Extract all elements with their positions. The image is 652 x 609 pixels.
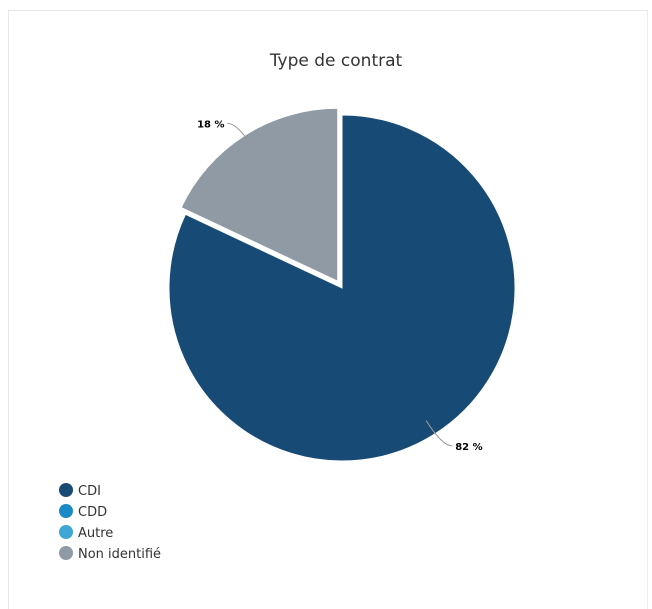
legend-label: CDI	[78, 484, 101, 499]
legend-marker	[59, 546, 73, 560]
legend-marker	[59, 504, 73, 518]
legend-item-cdd[interactable]: CDD	[59, 504, 107, 520]
legend[interactable]: CDI CDD Autre Non identifié	[59, 483, 161, 562]
legend-label: Autre	[78, 526, 113, 541]
pie-slices	[169, 108, 515, 461]
legend-item-cdi[interactable]: CDI	[59, 483, 101, 499]
legend-marker	[59, 483, 73, 497]
chart-title: Type de contrat	[269, 51, 403, 71]
legend-marker	[59, 525, 73, 539]
data-label-non-identifie: 18 %	[197, 119, 224, 130]
legend-label: Non identifié	[78, 547, 161, 562]
data-label-cdi: 82 %	[455, 442, 482, 453]
legend-label: CDD	[78, 505, 107, 520]
legend-item-autre[interactable]: Autre	[59, 525, 113, 541]
legend-item-non-identifie[interactable]: Non identifié	[59, 546, 161, 562]
